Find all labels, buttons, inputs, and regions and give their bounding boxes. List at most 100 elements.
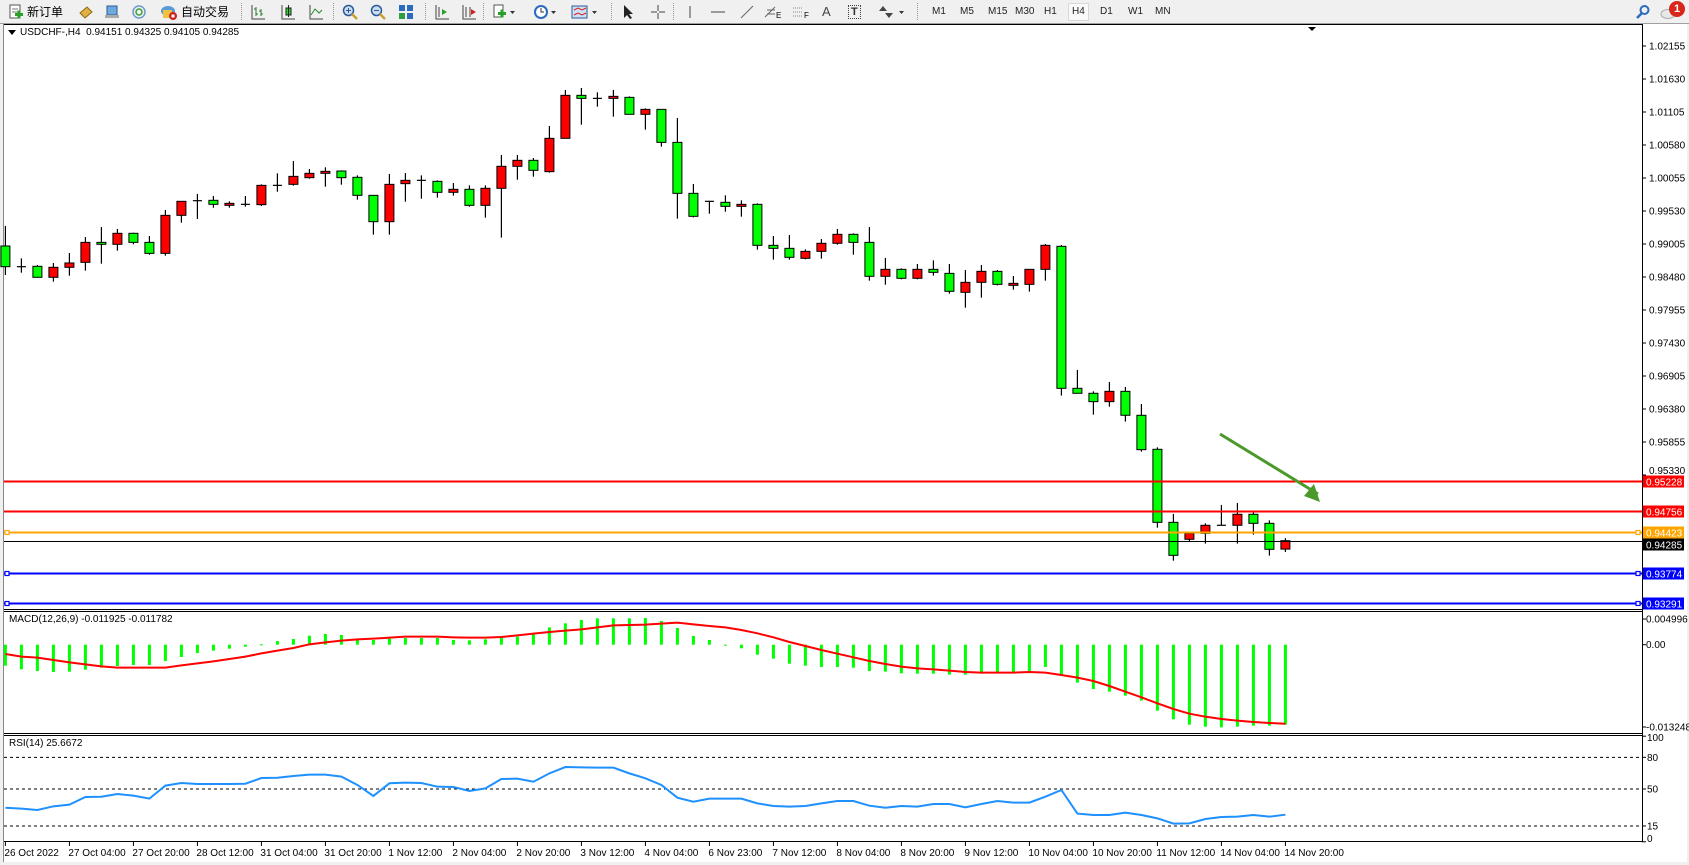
candle-body	[336, 170, 347, 179]
time-tick-label: 2 Nov 04:00	[452, 848, 506, 859]
new-order-button[interactable]: 新订单	[8, 3, 63, 20]
candle-body	[176, 200, 187, 216]
candle-body	[912, 268, 923, 279]
candle-body	[928, 268, 939, 273]
candle	[1184, 532, 1195, 542]
time-tick-label: 7 Nov 12:00	[772, 848, 826, 859]
text-button[interactable]: A	[822, 3, 831, 20]
zoom-in-button[interactable]	[342, 3, 358, 20]
time-tick-label: 9 Nov 12:00	[964, 848, 1018, 859]
fibonacci-fan-button[interactable]: F	[792, 3, 809, 20]
macd-histogram-bar	[819, 644, 823, 667]
candle	[1072, 369, 1083, 394]
macd-histogram-bar	[51, 644, 55, 673]
line-handle	[1635, 600, 1641, 607]
market-watch-button[interactable]	[78, 3, 94, 20]
timeframe-h1[interactable]: H1	[1044, 6, 1057, 17]
candle	[944, 263, 955, 294]
line-chart-button[interactable]	[308, 3, 324, 20]
macd-histogram-bar	[851, 644, 855, 668]
bar-chart-button[interactable]	[250, 3, 266, 20]
candle	[16, 258, 26, 273]
candle	[1008, 275, 1019, 290]
candle-body	[1248, 513, 1259, 524]
zoom-out-button[interactable]	[370, 3, 386, 20]
timeframe-m5[interactable]: M5	[960, 6, 974, 17]
macd-histogram-bar	[131, 644, 135, 665]
notification-badge: 1	[1669, 1, 1685, 17]
auto-scroll-button[interactable]	[434, 3, 450, 20]
macd-histogram-bar	[947, 644, 951, 675]
macd-histogram-bar	[787, 644, 791, 664]
time-tick-label: 8 Nov 20:00	[900, 848, 954, 859]
candle	[640, 108, 651, 130]
timeframe-m15[interactable]: M15	[988, 6, 1008, 17]
candle	[64, 252, 75, 276]
chart-symbol-ohlc: USDCHF-,H4 0.94151 0.94325 0.94105 0.942…	[20, 27, 240, 38]
candle-body	[544, 137, 555, 173]
fibonacci-button[interactable]: E	[764, 3, 781, 20]
candlestick-button[interactable]	[280, 3, 296, 20]
text-label-button[interactable]: T	[848, 3, 861, 20]
candle	[688, 184, 699, 218]
toolbar-separator	[611, 3, 613, 20]
macd-histogram-bar	[1075, 644, 1079, 683]
candle-body	[256, 184, 267, 206]
time-tick-label: 1 Nov 12:00	[388, 848, 442, 859]
chart-shift-button[interactable]	[461, 3, 477, 20]
rsi-tick-label: 80	[1647, 753, 1659, 764]
candle	[1088, 391, 1099, 415]
candle	[624, 96, 635, 115]
template-icon	[571, 5, 597, 18]
cursor-button[interactable]	[621, 3, 635, 20]
tile-windows-button[interactable]	[398, 3, 414, 20]
timeframe-m30[interactable]: M30	[1015, 6, 1035, 17]
candle-body	[496, 165, 507, 189]
timeframe-d1[interactable]: D1	[1100, 6, 1113, 17]
template-button[interactable]	[571, 3, 599, 20]
new-chart-button[interactable]	[492, 3, 516, 20]
rsi-line	[5, 766, 1286, 825]
chart-window[interactable]	[3, 24, 1687, 862]
signals-button[interactable]	[131, 3, 147, 20]
horizontal-line-button[interactable]	[710, 3, 726, 20]
candle-body	[208, 199, 219, 205]
trendline-button[interactable]	[739, 3, 755, 20]
zoom-in-icon	[342, 4, 358, 20]
macd-histogram-bar	[483, 639, 487, 645]
candle-body	[896, 268, 907, 279]
timeframe-w1[interactable]: W1	[1128, 6, 1143, 17]
price-tick-label: 1.01105	[1649, 108, 1685, 119]
candle-body	[992, 270, 1003, 285]
navigator-button[interactable]	[104, 3, 120, 20]
chart-menu-triangle-icon[interactable]	[8, 29, 17, 37]
timeframe-mn[interactable]: MN	[1155, 6, 1171, 17]
timeframe-m1[interactable]: M1	[932, 6, 946, 17]
candle	[1104, 381, 1115, 407]
candle-body	[1040, 244, 1051, 270]
price-tick-label: 0.97955	[1649, 306, 1686, 317]
line-handle	[1635, 529, 1641, 536]
macd-histogram-bar	[867, 644, 871, 672]
time-tick-label: 10 Nov 20:00	[1092, 848, 1152, 859]
macd-histogram-bar	[675, 627, 679, 645]
auto-trading-button[interactable]: 自动交易	[160, 3, 229, 20]
timeframe-h4[interactable]: H4	[1068, 3, 1089, 21]
search-button[interactable]	[1635, 3, 1651, 20]
vertical-line-button[interactable]	[684, 3, 696, 20]
macd-histogram-bar	[563, 623, 567, 645]
candle-body	[32, 265, 43, 278]
text-label-icon: T	[848, 4, 861, 19]
crosshair-button[interactable]	[650, 3, 666, 20]
candle	[112, 228, 123, 251]
arrows-button[interactable]	[878, 3, 906, 20]
candle	[96, 227, 107, 264]
time-tick-label: 3 Nov 12:00	[580, 848, 634, 859]
candle-body	[1088, 392, 1099, 403]
macd-histogram-bar	[659, 621, 663, 645]
macd-histogram-bar	[323, 633, 327, 645]
macd-tick-label: 0.00	[1646, 640, 1666, 651]
price-tick-label: 1.01630	[1649, 75, 1686, 86]
periods-button[interactable]	[533, 3, 557, 20]
